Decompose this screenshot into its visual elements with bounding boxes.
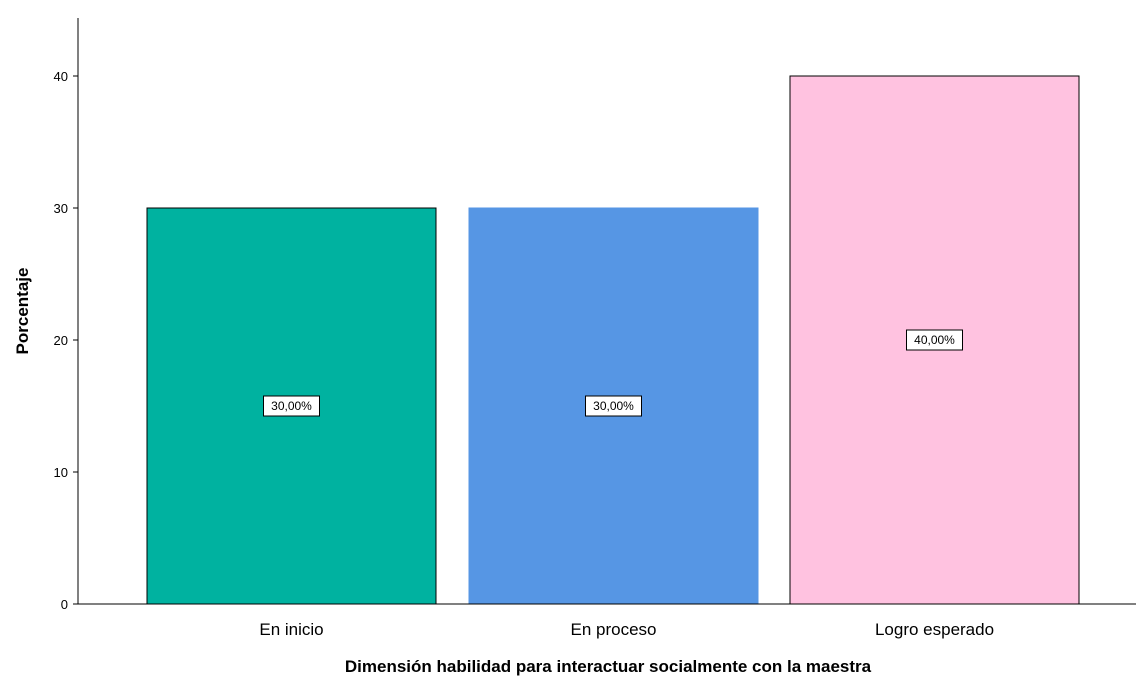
data-label: 30,00%	[585, 395, 642, 417]
data-label-box	[906, 329, 963, 351]
data-labels: 30,00% 30,00% 40,00%	[263, 329, 963, 417]
data-label-text: 30,00%	[271, 399, 312, 413]
x-category-label: En proceso	[571, 620, 657, 639]
y-tick-label: 40	[54, 69, 68, 84]
axes-layer	[77, 18, 1136, 605]
x-axis-title: Dimensión habilidad para interactuar soc…	[345, 657, 872, 676]
data-label-text: 40,00%	[914, 333, 955, 347]
data-label-box	[585, 395, 642, 417]
y-tick-label: 10	[54, 465, 68, 480]
data-label: 30,00%	[263, 395, 320, 417]
x-category-label: Logro esperado	[875, 620, 994, 639]
y-tick-label: 0	[61, 597, 68, 612]
x-category-labels: En inicio En proceso Logro esperado	[259, 620, 994, 639]
y-axis-title: Porcentaje	[13, 268, 32, 355]
y-tick-label: 20	[54, 333, 68, 348]
data-label-box	[263, 395, 320, 417]
x-category-label: En inicio	[259, 620, 323, 639]
y-ticks: 0 10 20 30 40	[54, 69, 78, 612]
data-label-text: 30,00%	[593, 399, 634, 413]
data-label: 40,00%	[906, 329, 963, 351]
y-tick-label: 30	[54, 201, 68, 216]
